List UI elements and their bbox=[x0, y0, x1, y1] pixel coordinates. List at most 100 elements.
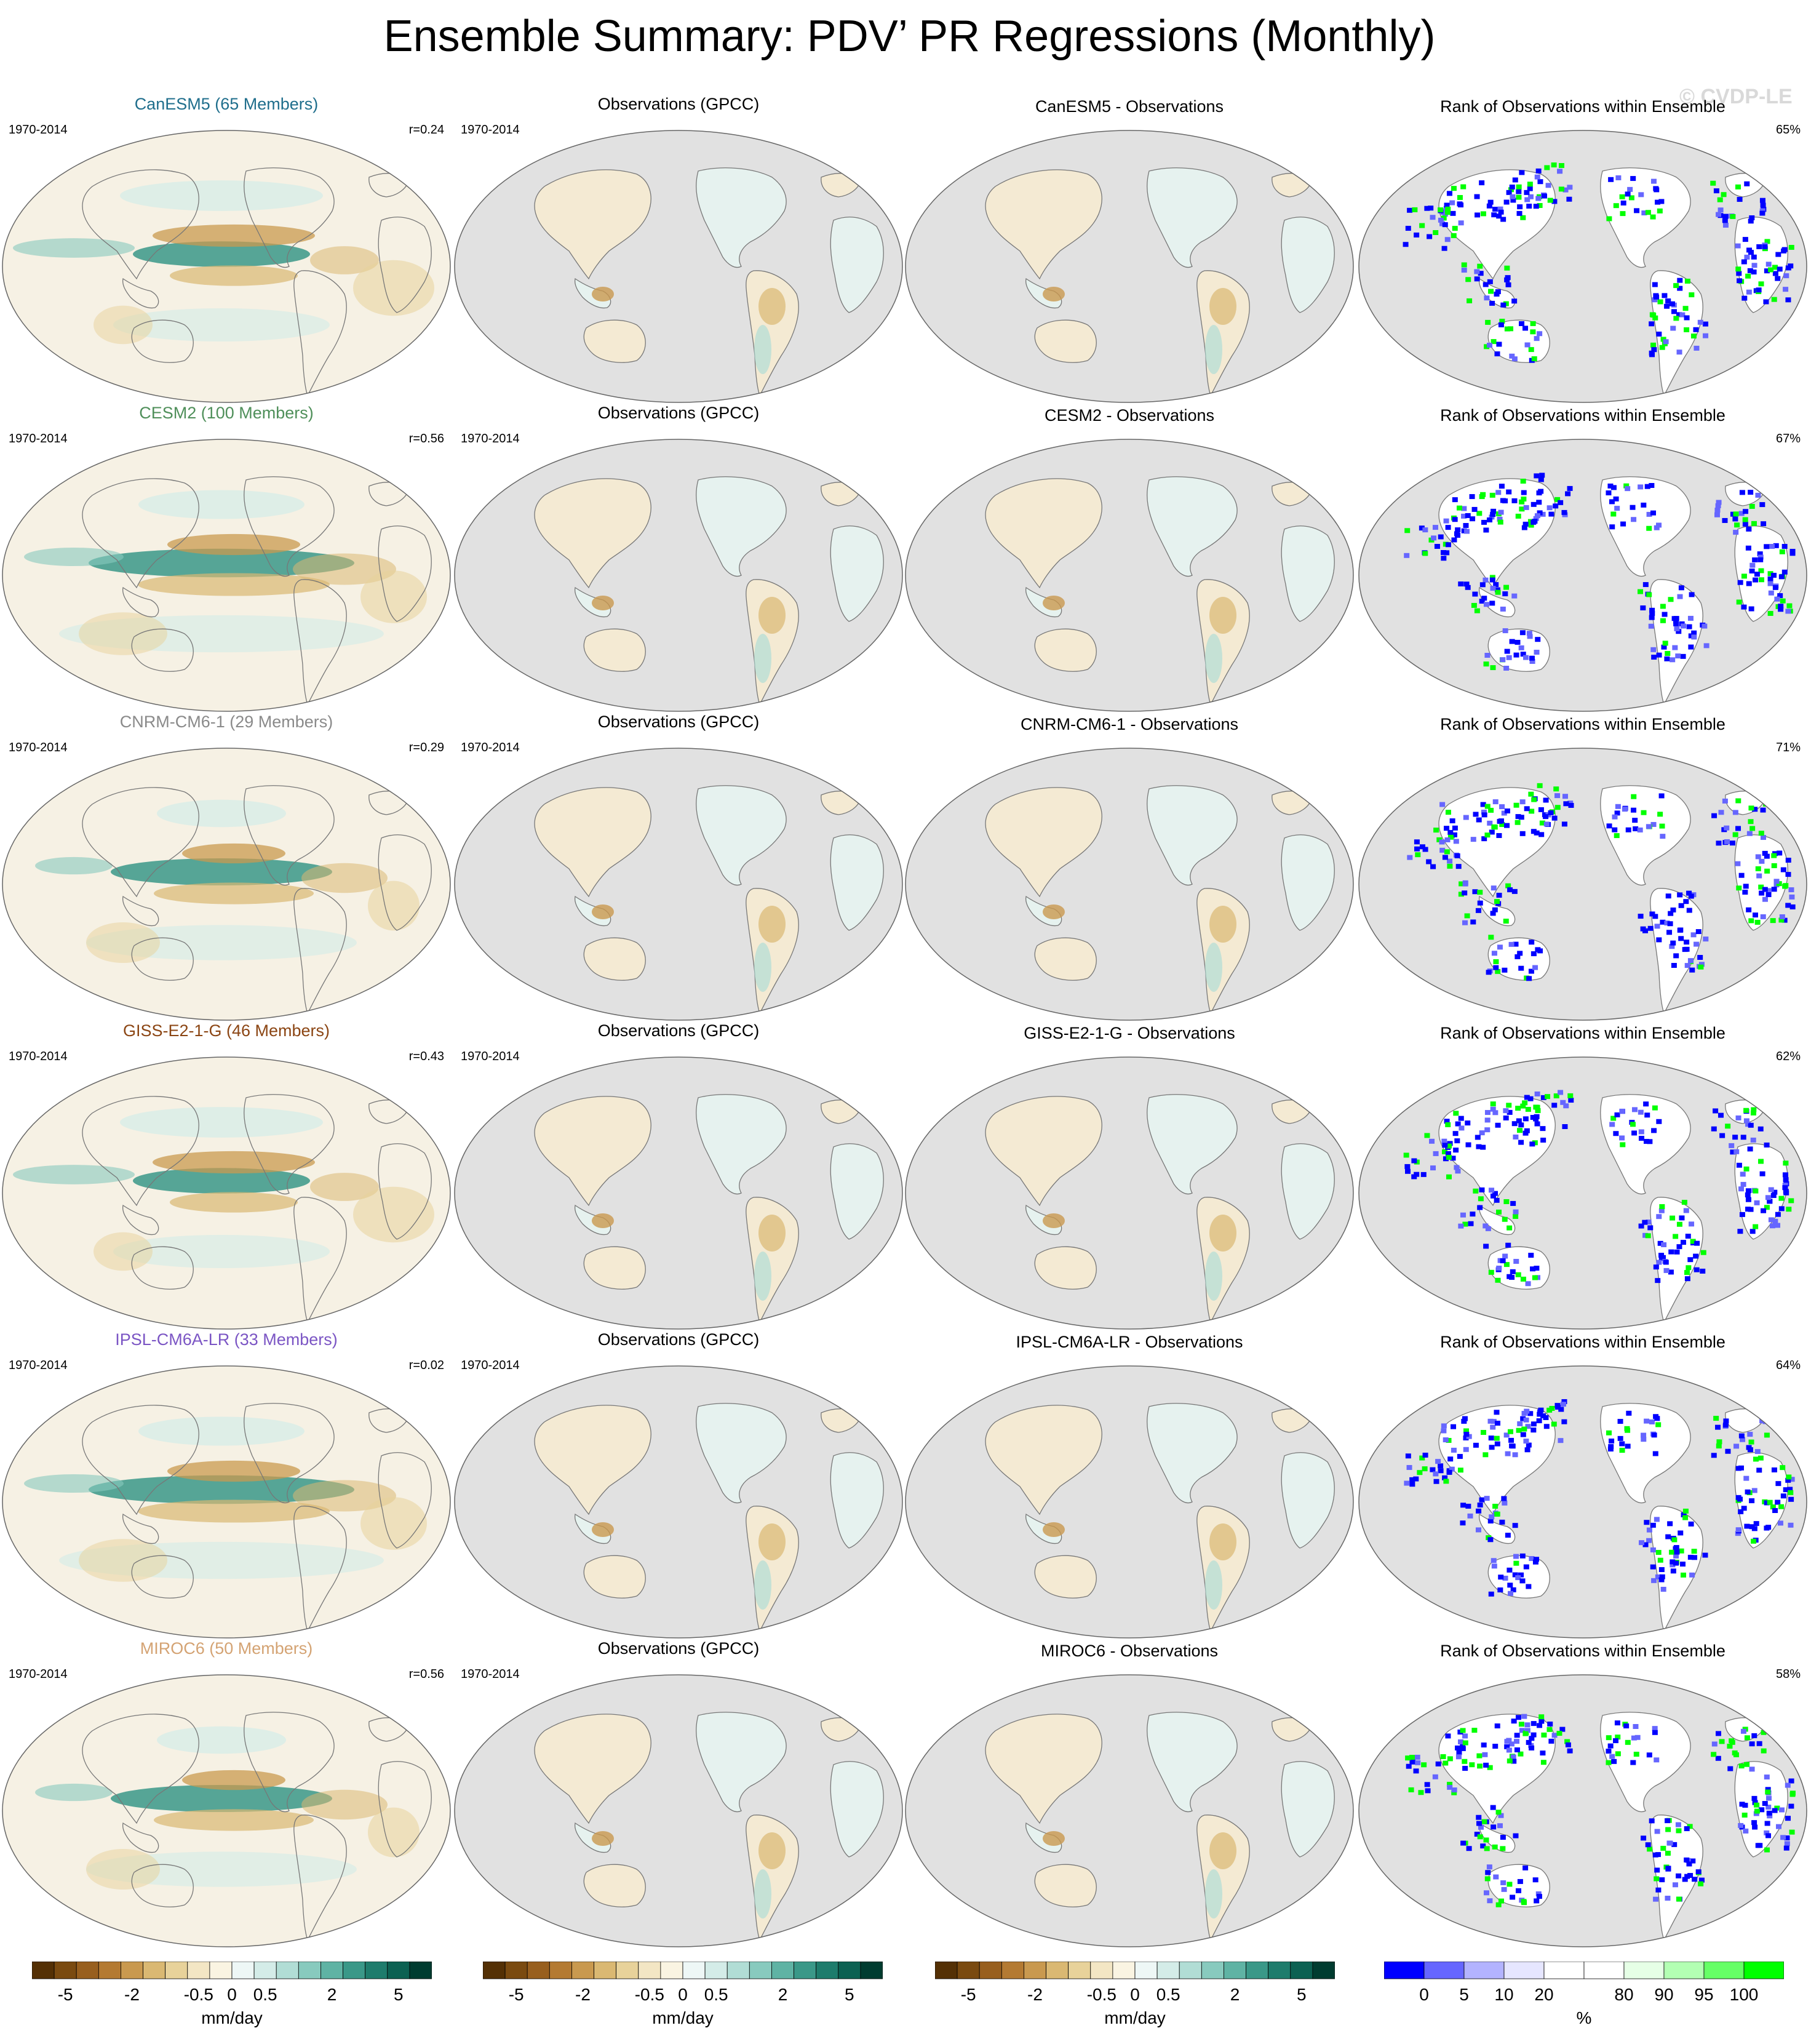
rank-panel: Rank of Observations within Ensemble 64% bbox=[1356, 1333, 1809, 1640]
period-label: 1970-2014 bbox=[461, 741, 520, 754]
colorbar-swatch bbox=[1090, 1962, 1113, 1979]
model-title: IPSL-CM6A-LR (33 Members) bbox=[115, 1330, 338, 1349]
rank-panel: Rank of Observations within Ensemble 67% bbox=[1356, 406, 1809, 714]
colorbar-tick-label: 20 bbox=[1534, 1985, 1554, 2004]
rank-map bbox=[1358, 1365, 1807, 1639]
colorbar-swatch bbox=[504, 1962, 528, 1979]
obs-panel: Observations (GPCC) 1970-2014 bbox=[452, 1021, 905, 1331]
colorbar-swatch bbox=[98, 1962, 121, 1979]
colorbar-swatch bbox=[549, 1962, 572, 1979]
colorbar-swatch bbox=[571, 1962, 594, 1979]
period-label: 1970-2014 bbox=[461, 1667, 520, 1681]
colorbar-swatch bbox=[1423, 1962, 1465, 1979]
rank-map bbox=[1358, 1056, 1807, 1330]
colorbar-swatch bbox=[1703, 1962, 1745, 1979]
rank-title: Rank of Observations within Ensemble bbox=[1440, 1333, 1725, 1351]
colorbar-unit: % bbox=[1576, 2008, 1592, 2027]
rank-percentage: 64% bbox=[1775, 1359, 1801, 1372]
colorbar-swatch bbox=[276, 1962, 299, 1979]
colorbar-swatch bbox=[860, 1962, 883, 1979]
model-title: CESM2 (100 Members) bbox=[139, 404, 314, 422]
diff-panel: MIROC6 - Observations bbox=[903, 1642, 1356, 1949]
colorbar-tick-label: -2 bbox=[124, 1985, 140, 2004]
obs-title: Observations (GPCC) bbox=[597, 404, 760, 422]
obs-panel: Observations (GPCC) 1970-2014 bbox=[452, 1330, 905, 1640]
colorbar-swatch bbox=[704, 1962, 728, 1979]
obs-title: Observations (GPCC) bbox=[597, 1639, 760, 1658]
diff-panel: IPSL-CM6A-LR - Observations bbox=[903, 1333, 1356, 1640]
colorbar-swatch bbox=[1201, 1962, 1224, 1979]
colorbar-unit: mm/day bbox=[1104, 2008, 1166, 2027]
colorbar-unit: mm/day bbox=[201, 2008, 263, 2027]
diff-panel: CESM2 - Observations bbox=[903, 406, 1356, 714]
colorbar-swatch bbox=[838, 1962, 861, 1979]
colorbar-tick-label: 0 bbox=[227, 1985, 237, 2004]
colorbar-tick-label: 100 bbox=[1729, 1985, 1759, 2004]
colorbar-swatch bbox=[957, 1962, 980, 1979]
figure-title: Ensemble Summary: PDV’ PR Regressions (M… bbox=[383, 12, 1436, 61]
model-map bbox=[2, 439, 451, 712]
colorbar-swatch bbox=[121, 1962, 143, 1979]
colorbar-tick-label: 0 bbox=[1419, 1985, 1429, 2004]
diff-title: CNRM-CM6-1 - Observations bbox=[1020, 715, 1239, 733]
obs-map bbox=[454, 1674, 903, 1947]
pattern-correlation: r=0.29 bbox=[408, 741, 444, 754]
colorbar-tick-label: -5 bbox=[508, 1985, 524, 2004]
colorbar-tick-label: 5 bbox=[394, 1985, 404, 2004]
colorbar-swatch bbox=[660, 1962, 683, 1979]
colorbar-swatch bbox=[165, 1962, 188, 1979]
obs-map bbox=[454, 748, 903, 1021]
diff-map bbox=[905, 1056, 1354, 1330]
colorbar-swatch bbox=[1024, 1962, 1046, 1979]
period-label: 1970-2014 bbox=[9, 741, 68, 754]
model-title: CNRM-CM6-1 (29 Members) bbox=[119, 713, 333, 731]
pattern-correlation: r=0.56 bbox=[408, 1667, 444, 1681]
diff-title: GISS-E2-1-G - Observations bbox=[1024, 1024, 1235, 1042]
diff-panel: CNRM-CM6-1 - Observations bbox=[903, 715, 1356, 1023]
model-title: GISS-E2-1-G (46 Members) bbox=[122, 1021, 330, 1040]
copyright-watermark: © CVDP-LE bbox=[1679, 85, 1793, 108]
model-map bbox=[2, 130, 451, 403]
colorbar-swatch bbox=[1463, 1962, 1505, 1979]
obs-map bbox=[454, 130, 903, 403]
period-label: 1970-2014 bbox=[461, 123, 520, 137]
colorbar-swatch bbox=[320, 1962, 343, 1979]
colorbar-swatch bbox=[1312, 1962, 1335, 1979]
period-label: 1970-2014 bbox=[461, 1050, 520, 1063]
colorbar-swatch bbox=[54, 1962, 77, 1979]
colorbar-swatch bbox=[1663, 1962, 1705, 1979]
rank-percentage: 65% bbox=[1775, 123, 1801, 137]
colorbar-swatch bbox=[143, 1962, 166, 1979]
colorbar-swatch bbox=[231, 1962, 255, 1979]
colorbar-swatch bbox=[1290, 1962, 1313, 1979]
pr-colorbar: -5 -2 -0.5 0 0.5 2 5 mm/day bbox=[483, 1962, 883, 2042]
colorbar-tick-label: 0.5 bbox=[253, 1985, 277, 2004]
model-panel: MIROC6 (50 Members) 1970-2014 r=0.56 bbox=[0, 1639, 453, 1949]
diff-panel: CanESM5 - Observations bbox=[903, 97, 1356, 405]
rank-title: Rank of Observations within Ensemble bbox=[1440, 97, 1725, 116]
colorbar-tick-label: -0.5 bbox=[1086, 1985, 1116, 2004]
colorbar-tick-label: 5 bbox=[1297, 1985, 1307, 2004]
colorbar-tick-label: -5 bbox=[960, 1985, 976, 2004]
colorbar-swatch bbox=[298, 1962, 321, 1979]
colorbar-swatch bbox=[32, 1962, 55, 1979]
colorbar-swatch bbox=[1583, 1962, 1625, 1979]
rank-title: Rank of Observations within Ensemble bbox=[1440, 406, 1725, 425]
colorbar-swatch bbox=[749, 1962, 772, 1979]
colorbar-tick-label: -5 bbox=[57, 1985, 73, 2004]
diff-map bbox=[905, 130, 1354, 403]
obs-panel: Observations (GPCC) 1970-2014 bbox=[452, 1639, 905, 1949]
colorbar-swatch bbox=[1623, 1962, 1665, 1979]
colorbar-tick-label: -0.5 bbox=[183, 1985, 213, 2004]
pr-colorbar: -5 -2 -0.5 0 0.5 2 5 mm/day bbox=[935, 1962, 1335, 2042]
colorbar-swatch bbox=[1156, 1962, 1180, 1979]
rank-percentage: 58% bbox=[1775, 1667, 1801, 1681]
obs-panel: Observations (GPCC) 1970-2014 bbox=[452, 404, 905, 714]
period-label: 1970-2014 bbox=[9, 1359, 68, 1372]
colorbar-tick-label: 0 bbox=[678, 1985, 688, 2004]
diff-map bbox=[905, 439, 1354, 712]
colorbar-swatch bbox=[1179, 1962, 1202, 1979]
model-title: CanESM5 (65 Members) bbox=[134, 95, 319, 113]
pr-colorbar: -5 -2 -0.5 0 0.5 2 5 mm/day bbox=[32, 1962, 432, 2042]
colorbar-swatch bbox=[365, 1962, 388, 1979]
